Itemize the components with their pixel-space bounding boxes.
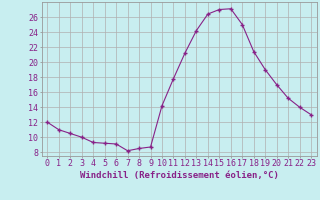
X-axis label: Windchill (Refroidissement éolien,°C): Windchill (Refroidissement éolien,°C)	[80, 171, 279, 180]
